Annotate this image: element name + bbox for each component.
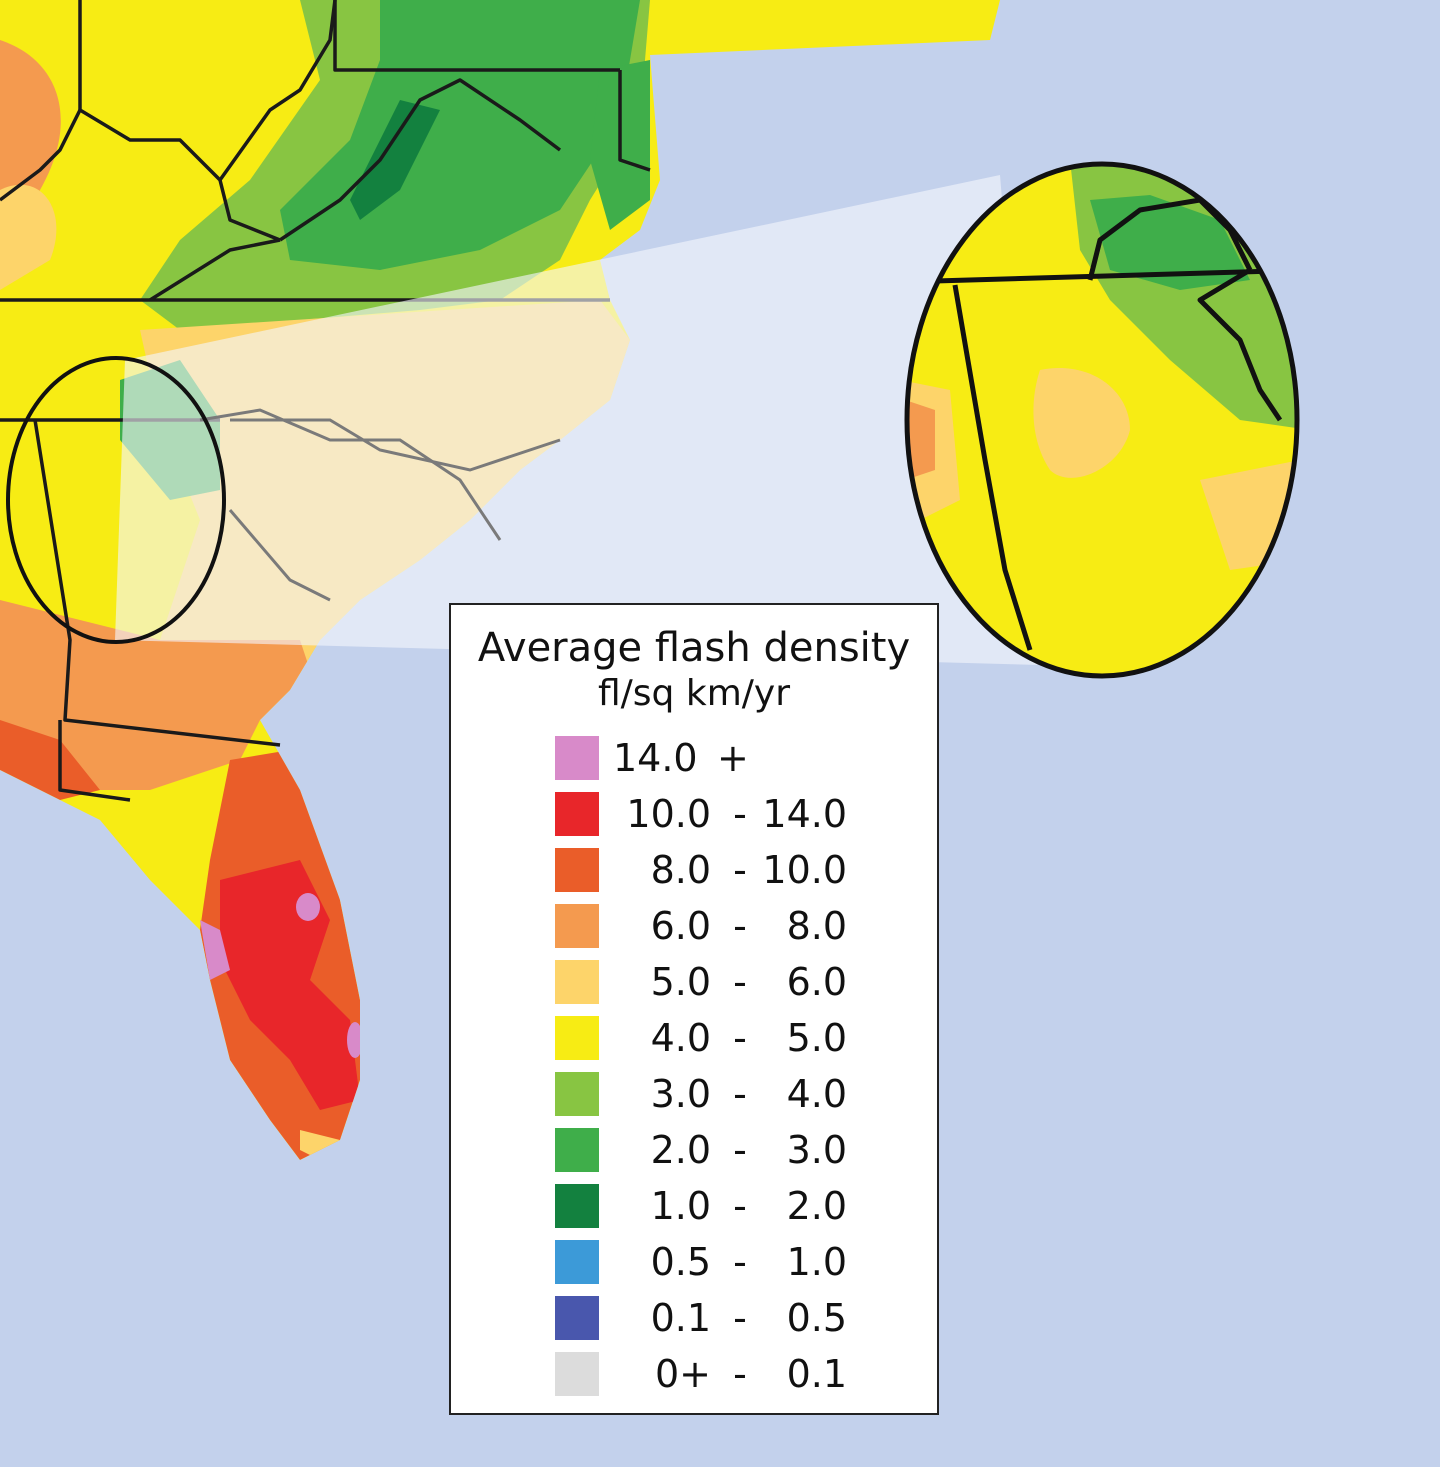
legend-low: 5.0: [650, 960, 711, 1004]
legend-dash: -: [733, 1072, 747, 1116]
density-zone: [0, 184, 57, 290]
state-border: [149, 238, 281, 302]
density-zone: [220, 860, 360, 1110]
legend-high: 3.0: [786, 1128, 847, 1172]
legend-swatch: [555, 848, 599, 892]
legend-high: 10.0: [762, 848, 847, 892]
legend-low: 0.1: [650, 1296, 711, 1340]
legend-swatch: [555, 736, 599, 780]
legend-rows: 14.0 + 10.0 - 14.0 8.0 - 10.0 6.0 - 8.0 …: [555, 732, 935, 1404]
legend-low: 10.0: [626, 792, 711, 836]
legend-row: 10.0 - 14.0: [555, 788, 935, 844]
legend-row: 0+ - 0.1: [555, 1348, 935, 1404]
legend-dash: -: [733, 1184, 747, 1228]
band-borders: [199, 408, 561, 602]
state-border: [58, 720, 131, 802]
legend-swatch: [555, 1072, 599, 1116]
density-zone: [0, 600, 320, 790]
zoom-circle: [904, 161, 1300, 679]
state-border: [33, 419, 281, 747]
legend-low: 0+: [654, 1352, 711, 1396]
legend-dash: -: [733, 1128, 747, 1172]
legend-row: 8.0 - 10.0: [555, 844, 935, 900]
legend-high: 4.0: [786, 1072, 847, 1116]
legend-dash: -: [733, 1016, 747, 1060]
legend-high: 14.0: [762, 792, 847, 836]
state-border: [333, 0, 620, 72]
state-border: [279, 78, 562, 242]
legend-swatch: [555, 960, 599, 1004]
legend-swatch: [555, 904, 599, 948]
state-border: [1197, 267, 1283, 422]
zoom-connector: [115, 175, 1040, 665]
legend-high: 6.0: [786, 960, 847, 1004]
state-border: [618, 70, 651, 172]
state-border: [230, 418, 561, 472]
legend-swatch: [555, 1016, 599, 1060]
legend-swatch: [555, 1128, 599, 1172]
density-zone: [200, 920, 230, 980]
legend-row: 0.5 - 1.0: [555, 1236, 935, 1292]
state-border: [907, 267, 1297, 285]
state-border: [1087, 197, 1253, 281]
legend-low: 0.5: [650, 1240, 711, 1284]
legend-swatch: [555, 792, 599, 836]
legend-swatch: [555, 1352, 599, 1396]
legend-row: 5.0 - 6.0: [555, 956, 935, 1012]
legend-row: 4.0 - 5.0: [555, 1012, 935, 1068]
legend-dash: -: [733, 960, 747, 1004]
density-zone: [0, 720, 100, 800]
focus-circle: [6, 356, 226, 644]
legend-low: 2.0: [650, 1128, 711, 1172]
legend-high: 8.0: [786, 904, 847, 948]
legend-row: 6.0 - 8.0: [555, 900, 935, 956]
state-border: [0, 109, 82, 202]
legend: Average flash density fl/sq km/yr 14.0 +…: [449, 603, 939, 1415]
legend-units: fl/sq km/yr: [597, 673, 790, 714]
density-zone: [300, 1130, 340, 1160]
legend-high: 1.0: [786, 1240, 847, 1284]
legend-dash: -: [733, 848, 747, 892]
legend-swatch: [555, 1240, 599, 1284]
legend-swatch: [555, 1184, 599, 1228]
density-zone: [347, 1022, 363, 1058]
legend-row: 3.0 - 4.0: [555, 1068, 935, 1124]
legend-high: 2.0: [786, 1184, 847, 1228]
legend-low: 8.0: [650, 848, 711, 892]
zoom-borders: [907, 197, 1297, 651]
legend-dash: -: [733, 1352, 747, 1396]
legend-row: 1.0 - 2.0: [555, 1180, 935, 1236]
legend-low: 1.0: [650, 1184, 711, 1228]
legend-low: 3.0: [650, 1072, 711, 1116]
zoom-inset: [907, 164, 1297, 676]
legend-high: 0.5: [786, 1296, 847, 1340]
legend-low: 14.0: [613, 736, 698, 780]
legend-dash: -: [733, 1296, 747, 1340]
state-border: [952, 284, 1033, 651]
legend-dash: -: [733, 1240, 747, 1284]
legend-high: 5.0: [786, 1016, 847, 1060]
density-zone: [1033, 368, 1130, 478]
legend-dash: -: [733, 904, 747, 948]
state-border: [218, 0, 337, 182]
legend-high: 0.1: [786, 1352, 847, 1396]
legend-title: Average flash density: [477, 625, 911, 671]
legend-row: 0.1 - 0.5: [555, 1292, 935, 1348]
legend-dash: -: [733, 792, 747, 836]
density-zone: [907, 400, 935, 480]
legend-plus: +: [717, 736, 749, 780]
legend-row: 14.0 +: [555, 732, 935, 788]
state-border: [228, 509, 331, 602]
legend-low: 6.0: [650, 904, 711, 948]
legend-row: 2.0 - 3.0: [555, 1124, 935, 1180]
legend-low: 4.0: [650, 1016, 711, 1060]
density-zone: [350, 100, 440, 220]
density-zone: [296, 893, 320, 921]
legend-swatch: [555, 1296, 599, 1340]
